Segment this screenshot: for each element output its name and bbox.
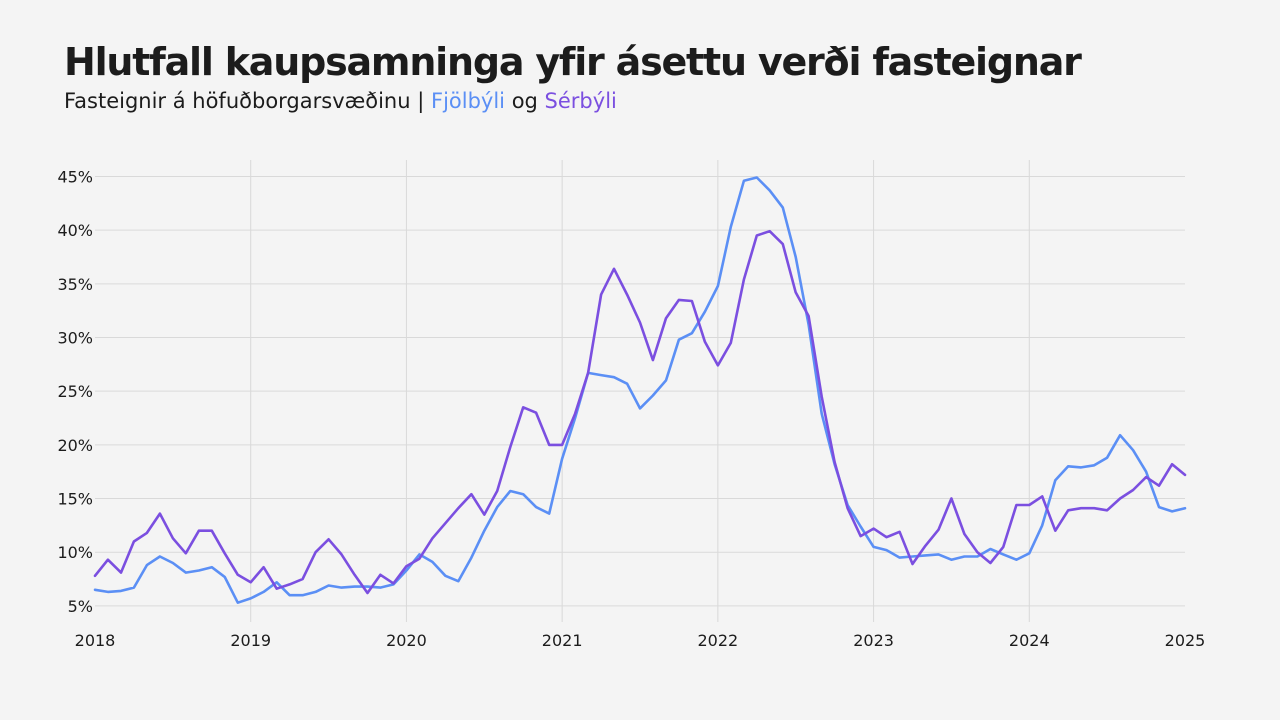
y-tick-label: 35% (57, 275, 93, 294)
subtitle-series-2: Sérbýli (544, 89, 617, 113)
series-line-1 (93, 176, 1187, 605)
y-axis-tick-labels: 5% 10% 15% 20% 25% 30% 35% 40% 45% (57, 167, 93, 615)
subtitle-join: og (505, 89, 545, 113)
y-tick-label: 10% (57, 543, 93, 562)
y-tick-label: 5% (68, 597, 93, 616)
y-tick-label: 30% (57, 329, 93, 348)
x-tick-label: 2025 (1165, 631, 1206, 650)
y-tick-label: 20% (57, 436, 93, 455)
x-tick-label: 2022 (697, 631, 738, 650)
x-tick-label: 2023 (853, 631, 894, 650)
x-tick-label: 2019 (230, 631, 271, 650)
subtitle-prefix: Fasteignir á höfuðborgarsvæðinu | (64, 89, 431, 113)
chart-title: Hlutfall kaupsamninga yfir ásettu verði … (64, 40, 1082, 84)
x-tick-label: 2021 (542, 631, 583, 650)
y-tick-label: 15% (57, 490, 93, 509)
y-tick-label: 25% (57, 382, 93, 401)
chart-subtitle: Fasteignir á höfuðborgarsvæðinu | Fjölbý… (64, 89, 617, 113)
y-tick-label: 40% (57, 221, 93, 240)
x-tick-label: 2024 (1009, 631, 1050, 650)
y-tick-label: 45% (57, 167, 93, 186)
series-layer (93, 176, 1187, 605)
series-line-2 (93, 229, 1187, 595)
x-axis-tick-labels: 2018 2019 2020 2021 2022 2023 2024 2025 (75, 631, 1206, 650)
x-tick-label: 2020 (386, 631, 427, 650)
subtitle-series-1: Fjölbýli (430, 89, 506, 113)
x-tick-label: 2018 (75, 631, 116, 650)
horizontal-gridlines (95, 175, 1185, 607)
